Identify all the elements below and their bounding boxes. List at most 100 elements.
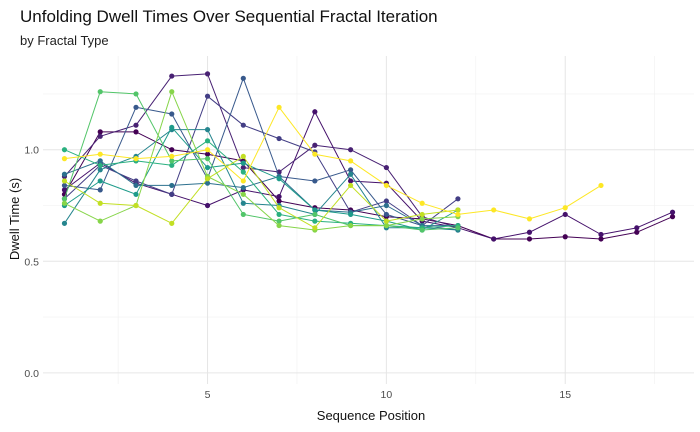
- data-point: [312, 109, 318, 115]
- data-point: [634, 229, 640, 235]
- data-point: [240, 122, 246, 128]
- data-point: [276, 198, 282, 204]
- data-point: [133, 129, 139, 135]
- data-point: [97, 151, 103, 157]
- data-point: [598, 236, 604, 242]
- data-point: [240, 191, 246, 197]
- series-line: [64, 129, 458, 231]
- series-line: [64, 91, 458, 231]
- data-point: [240, 178, 246, 184]
- data-point: [276, 218, 282, 224]
- chart-title: Unfolding Dwell Times Over Sequential Fr…: [20, 7, 438, 26]
- data-point: [169, 158, 175, 164]
- data-point: [383, 218, 389, 224]
- data-point: [562, 211, 568, 218]
- data-point: [312, 207, 318, 213]
- data-point: [61, 220, 68, 226]
- data-point: [562, 234, 568, 240]
- data-point: [204, 71, 211, 77]
- data-point: [419, 200, 425, 206]
- series-12: [61, 153, 461, 231]
- data-point: [169, 89, 175, 95]
- series-7: [61, 127, 461, 233]
- data-point: [240, 164, 246, 171]
- data-point: [204, 138, 211, 144]
- data-point: [133, 182, 139, 189]
- data-point: [204, 151, 211, 157]
- data-point: [240, 185, 246, 191]
- data-point: [169, 124, 175, 131]
- data-point: [169, 153, 175, 160]
- data-point: [348, 158, 354, 164]
- data-point: [419, 211, 425, 218]
- data-point: [97, 162, 103, 168]
- data-point: [240, 75, 246, 81]
- data-point: [61, 171, 68, 177]
- series-line: [64, 73, 459, 229]
- data-point: [97, 158, 103, 164]
- data-point: [276, 176, 282, 182]
- data-point: [669, 209, 676, 215]
- data-point: [276, 205, 282, 211]
- data-point: [204, 180, 211, 186]
- data-point: [97, 89, 103, 95]
- data-point: [491, 236, 497, 242]
- data-point: [634, 225, 640, 231]
- data-point: [61, 178, 68, 184]
- data-point: [348, 167, 354, 173]
- data-point: [169, 147, 175, 153]
- series-line: [64, 77, 458, 231]
- data-point: [133, 104, 139, 110]
- data-point: [97, 133, 103, 139]
- data-point: [61, 156, 68, 162]
- data-point: [133, 191, 139, 197]
- data-point: [97, 129, 103, 135]
- data-point: [97, 187, 103, 193]
- data-point: [419, 216, 425, 222]
- data-point: [97, 178, 103, 184]
- data-point: [169, 191, 175, 197]
- data-point: [276, 222, 282, 229]
- data-point: [240, 211, 246, 218]
- chart-subtitle: by Fractal Type: [20, 33, 109, 48]
- data-point: [312, 142, 318, 148]
- data-point: [526, 216, 533, 222]
- data-point: [348, 222, 354, 229]
- data-point: [204, 147, 211, 153]
- data-point: [204, 202, 211, 209]
- series-line: [64, 131, 673, 240]
- series-line: [64, 95, 459, 227]
- data-point: [133, 91, 139, 97]
- data-point: [348, 171, 354, 177]
- series-4: [61, 93, 461, 229]
- data-point: [169, 73, 175, 79]
- data-point: [455, 211, 461, 218]
- y-axis-title: Dwell Time (s): [7, 178, 22, 260]
- series-13: [61, 104, 604, 222]
- data-point: [312, 211, 318, 218]
- data-point: [204, 127, 211, 133]
- x-tick-label: 10: [381, 389, 393, 401]
- data-point: [312, 225, 318, 231]
- data-point: [169, 220, 175, 226]
- series-3: [61, 71, 461, 231]
- data-point: [419, 227, 425, 233]
- data-point: [598, 231, 604, 238]
- data-point: [348, 211, 354, 218]
- data-point: [240, 169, 246, 175]
- data-point: [348, 182, 354, 189]
- data-point: [383, 198, 389, 204]
- data-point: [204, 156, 211, 162]
- data-point: [526, 229, 533, 235]
- data-point: [97, 200, 103, 206]
- data-point: [383, 211, 389, 218]
- series-5: [61, 75, 461, 233]
- data-point: [383, 182, 389, 189]
- data-point: [312, 178, 318, 184]
- data-point: [276, 193, 282, 200]
- series-line: [64, 106, 602, 220]
- series-9: [61, 138, 461, 231]
- data-point: [383, 202, 389, 209]
